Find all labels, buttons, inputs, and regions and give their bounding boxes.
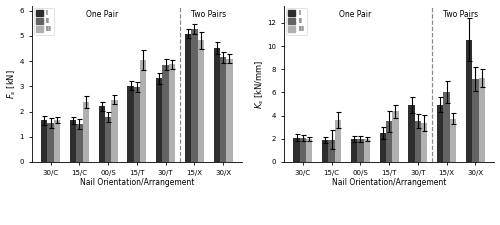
X-axis label: Nail Orientation/Arrangement: Nail Orientation/Arrangement <box>332 178 446 187</box>
Text: One Pair: One Pair <box>338 10 371 19</box>
Bar <box>41 120 48 162</box>
Text: One Pair: One Pair <box>86 10 118 19</box>
Bar <box>335 120 341 162</box>
Bar <box>198 40 204 162</box>
Legend: I, II, III: I, II, III <box>286 8 306 35</box>
Bar <box>444 92 450 162</box>
Bar <box>185 34 191 162</box>
Bar <box>421 123 428 162</box>
Bar <box>134 87 140 162</box>
Bar <box>294 138 300 162</box>
Text: Two Pairs: Two Pairs <box>444 10 478 19</box>
Bar <box>450 119 456 162</box>
Bar <box>380 133 386 162</box>
Bar <box>414 122 421 162</box>
Bar <box>169 64 175 162</box>
Bar <box>48 123 54 162</box>
Bar <box>220 57 226 162</box>
Bar <box>191 29 198 162</box>
Bar <box>322 140 328 162</box>
Bar <box>98 106 105 162</box>
Y-axis label: $F_s$ [kN]: $F_s$ [kN] <box>6 69 18 99</box>
Bar <box>128 86 134 162</box>
Bar <box>70 120 76 162</box>
Text: Two Pairs: Two Pairs <box>191 10 226 19</box>
Bar <box>54 120 60 162</box>
Bar <box>82 102 89 162</box>
Bar <box>214 48 220 162</box>
Bar <box>408 105 414 162</box>
Bar <box>76 124 82 162</box>
Bar <box>351 139 357 162</box>
Bar <box>156 78 162 162</box>
Y-axis label: $K_s$ [kN/mm]: $K_s$ [kN/mm] <box>254 59 266 108</box>
Bar <box>140 60 146 162</box>
Bar <box>105 117 112 162</box>
Bar <box>437 105 444 162</box>
Bar <box>478 78 485 162</box>
Bar <box>472 79 478 162</box>
Legend: I, II, III: I, II, III <box>34 8 54 35</box>
X-axis label: Nail Orientation/Arrangement: Nail Orientation/Arrangement <box>80 178 194 187</box>
Bar <box>328 140 335 162</box>
Bar <box>112 100 117 162</box>
Bar <box>357 139 364 162</box>
Bar <box>386 122 392 162</box>
Bar <box>226 58 232 162</box>
Bar <box>300 138 306 162</box>
Bar <box>162 65 169 162</box>
Bar <box>466 40 472 162</box>
Bar <box>364 139 370 162</box>
Bar <box>392 111 398 162</box>
Bar <box>306 139 312 162</box>
